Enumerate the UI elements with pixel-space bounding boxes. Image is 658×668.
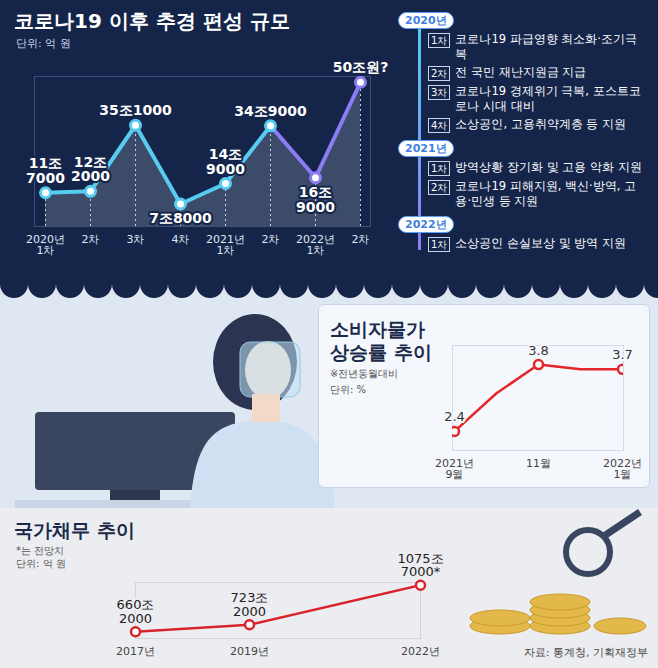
- svg-text:50조원?: 50조원?: [333, 59, 389, 75]
- html-text:소상공인, 고용취약계층 등 지원: 소상공인, 고용취약계층 등 지원: [455, 117, 626, 131]
- svg-text:1075조7000*: 1075조7000*: [397, 551, 443, 580]
- html-text:코로나19 경제위기 극복, 포스트코로나 시대 대비: 코로나19 경제위기 극복, 포스트코로나 시대 대비: [455, 84, 641, 113]
- svg-text:2022년: 2022년: [401, 645, 440, 658]
- svg-text:2차: 2차: [352, 233, 370, 246]
- html-text:전 국민 재난지원금 지급: 전 국민 재난지원금 지급: [455, 65, 587, 79]
- html-text:2차: 2차: [431, 68, 448, 79]
- html-text:*는 전망치: *는 전망치: [16, 545, 65, 556]
- svg-text:16조9000: 16조9000: [296, 184, 335, 215]
- svg-text:7조8000: 7조8000: [149, 210, 212, 226]
- svg-text:3.8: 3.8: [528, 343, 549, 358]
- svg-text:35조1000: 35조1000: [99, 102, 172, 118]
- svg-text:2021년9월: 2021년9월: [435, 457, 474, 481]
- html-text:코로나19 파급영향 최소화·조기극복: 코로나19 파급영향 최소화·조기극복: [455, 32, 637, 61]
- svg-text:11월: 11월: [526, 457, 551, 470]
- svg-text:2.4: 2.4: [444, 409, 465, 424]
- svg-text:12조2000: 12조2000: [71, 154, 110, 185]
- html-text:소상공인 손실보상 및 방역 지원: 소상공인 손실보상 및 방역 지원: [455, 236, 626, 250]
- svg-text:2022년1차: 2022년1차: [296, 233, 335, 257]
- html-text:자료: 통계청, 기획재정부: 자료: 통계청, 기획재정부: [523, 646, 648, 659]
- svg-text:3차: 3차: [127, 233, 145, 246]
- html-text:방역상황 장기화 및 고용 악화 지원: 방역상황 장기화 및 고용 악화 지원: [455, 160, 642, 174]
- svg-text:11조7000: 11조7000: [26, 155, 65, 186]
- html-text:단위: %: 단위: %: [330, 384, 367, 395]
- html-text:2022년: 2022년: [405, 218, 447, 231]
- svg-text:2022년1월: 2022년1월: [603, 457, 642, 481]
- html-text:단위: 억 원: 단위: 억 원: [16, 558, 66, 569]
- svg-text:4차: 4차: [172, 233, 190, 246]
- svg-text:2019년: 2019년: [230, 645, 269, 658]
- svg-text:2017년: 2017년: [116, 645, 155, 658]
- svg-text:2차: 2차: [262, 233, 280, 246]
- html-text:단위: 억 원: 단위: 억 원: [16, 37, 71, 50]
- svg-text:2차: 2차: [82, 233, 100, 246]
- svg-text:660조2000: 660조2000: [117, 597, 155, 626]
- svg-text:2020년1차: 2020년1차: [26, 233, 65, 257]
- html-text:코로나19 이후 추경 편성 규모: 코로나19 이후 추경 편성 규모: [14, 9, 290, 33]
- html-text:1차: 1차: [431, 239, 448, 250]
- html-text:※전년동월대비: ※전년동월대비: [330, 368, 399, 379]
- svg-text:3.7: 3.7: [612, 347, 633, 362]
- html-text:2021년: 2021년: [405, 142, 447, 155]
- svg-text:14조9000: 14조9000: [206, 146, 245, 177]
- html-text:소비자물가 상승률 추이: 소비자물가 상승률 추이: [330, 318, 432, 363]
- html-text:국가채무 추이: 국가채무 추이: [14, 519, 135, 541]
- html-text:2020년: 2020년: [405, 14, 447, 27]
- svg-text:723조2000: 723조2000: [231, 590, 269, 619]
- html-text:1차: 1차: [431, 35, 448, 46]
- html-text:3차: 3차: [431, 87, 448, 98]
- html-text:2차: 2차: [431, 182, 448, 193]
- html-text:코로나19 피해지원, 백신·방역, 고용·민생 등 지원: 코로나19 피해지원, 백신·방역, 고용·민생 등 지원: [455, 179, 636, 208]
- html-text:1차: 1차: [431, 163, 448, 174]
- svg-text:34조9000: 34조9000: [234, 103, 307, 119]
- svg-text:2021년1차: 2021년1차: [206, 233, 245, 257]
- html-text:4차: 4차: [431, 120, 448, 131]
